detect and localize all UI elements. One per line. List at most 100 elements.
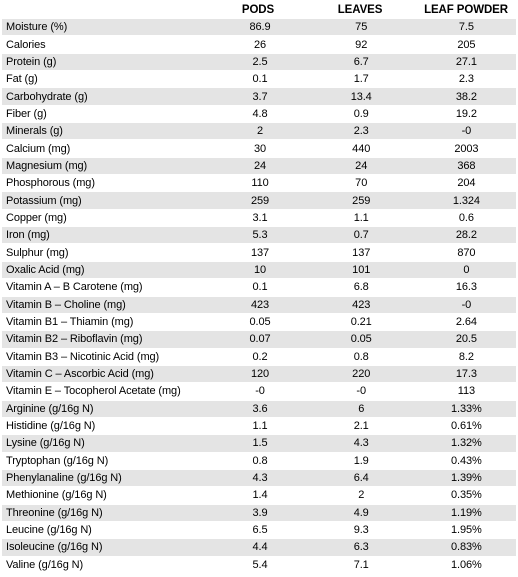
cell-leaves: 423 [352, 298, 371, 311]
cell-leaf-powder: 20.5 [455, 333, 477, 346]
cell-pods: 1.1 [252, 420, 268, 433]
table-row: Vitamin B – Choline (mg) 423 423 -0 [2, 296, 516, 314]
cell-nutrient: Sulphur (mg) [6, 246, 69, 259]
cell-pods: 0.07 [249, 333, 271, 346]
cell-leaf-powder: 368 [457, 159, 476, 172]
cell-leaves: 6.8 [353, 281, 369, 294]
cell-leaf-powder: -0 [461, 298, 472, 311]
cell-pods: 1.4 [252, 489, 268, 502]
table-row: Vitamin A – B Carotene (mg) 0.1 6.8 16.3 [2, 279, 516, 297]
cell-pods: 259 [250, 194, 270, 207]
table-row: Calories 26 92 205 [2, 36, 516, 54]
cell-nutrient: Vitamin B1 – Thiamin (mg) [6, 316, 134, 329]
table-row: Carbohydrate (g) 3.7 13.4 38.2 [2, 88, 516, 106]
table-row: Vitamin B3 – Nicotinic Acid (mg) 0.2 0.8 8.… [2, 349, 516, 366]
cell-leaf-powder: 0.43% [451, 454, 482, 467]
cell-leaves: 259 [352, 194, 371, 207]
table-row: Vitamin B1 – Thiamin (mg) 0.05 0.21 2.64 [2, 314, 516, 332]
cell-leaf-powder: 0 [463, 263, 470, 276]
header-leaf-powder: LEAF POWDER [424, 3, 508, 16]
cell-pods: 110 [251, 177, 269, 190]
cell-nutrient: Leucine (g/16g N) [6, 524, 92, 537]
cell-nutrient: Phenylanaline (g/16g N) [6, 472, 122, 485]
cell-pods: 1.5 [252, 437, 268, 450]
cell-leaf-powder: 1.324 [452, 194, 480, 207]
cell-pods: 24 [253, 159, 267, 172]
cell-leaves: 0.8 [353, 350, 369, 363]
cell-pods: 4.8 [252, 107, 268, 120]
cell-leaves: 2.3 [353, 125, 369, 138]
cell-pods: 5.4 [252, 558, 268, 571]
cell-leaf-powder: 27.1 [455, 55, 477, 68]
cell-leaves: 6.7 [353, 55, 369, 68]
cell-leaves: 4.3 [353, 437, 369, 450]
cell-pods: -0 [255, 385, 265, 398]
cell-pods: 0.2 [252, 350, 268, 363]
cell-leaves: 137 [352, 246, 371, 259]
cell-nutrient: Arginine (g/16g N) [6, 402, 94, 415]
cell-pods: 2 [256, 125, 264, 138]
cell-leaf-powder: 16.3 [455, 281, 477, 294]
cell-pods: 5.3 [252, 229, 268, 242]
cell-leaf-powder: 2.64 [455, 316, 477, 329]
cell-leaves: 0.21 [350, 316, 372, 329]
cell-leaves: 1.9 [353, 454, 369, 467]
cell-pods: 3.9 [252, 506, 268, 519]
table-row: Phosphorous (mg) 110 70 204 [2, 175, 516, 193]
table-row: Threonine (g/16g N) 3.9 4.9 1.19% [2, 504, 516, 522]
cell-nutrient: Lysine (g/16g N) [6, 437, 85, 450]
cell-nutrient: Vitamin B2 – Riboflavin (mg) [6, 333, 143, 346]
cell-nutrient: Vitamin E – Tocopherol Acetate (mg) [6, 385, 181, 398]
cell-leaves: 9.3 [353, 524, 369, 537]
table-row: Magnesium (mg) 24 24 368 [2, 157, 516, 176]
cell-pods: 120 [250, 368, 270, 381]
cell-leaves: 6.4 [353, 472, 369, 485]
cell-nutrient: Magnesium (mg) [6, 159, 88, 172]
cell-nutrient: Vitamin B – Choline (mg) [6, 298, 126, 311]
cell-nutrient: Threonine (g/16g N) [6, 506, 103, 519]
cell-leaves: 2.1 [353, 420, 369, 433]
cell-nutrient: Methionine (g/16g N) [6, 489, 107, 502]
cell-leaf-powder: 204 [457, 177, 476, 190]
cell-nutrient: Phosphorous (mg) [6, 177, 95, 190]
cell-pods: 6.5 [252, 524, 268, 537]
table-row: Arginine (g/16g N) 3.6 6 1.33% [2, 400, 516, 418]
cell-leaves: 13.4 [350, 90, 372, 103]
table-row: Lysine (g/16g N) 1.5 4.3 1.32% [2, 435, 516, 453]
cell-leaf-powder: 0.35% [451, 489, 482, 502]
cell-pods: 3.6 [252, 402, 268, 415]
cell-nutrient: Minerals (g) [6, 125, 63, 138]
cell-leaf-powder: 0.6 [458, 211, 474, 224]
table-row: Protein (g) 2.5 6.7 27.1 [2, 53, 516, 72]
cell-nutrient: Calcium (mg) [6, 142, 71, 155]
cell-leaf-powder: 113 [457, 385, 475, 398]
table-row: Valine (g/16g N) 5.4 7.1 1.06% [2, 557, 516, 574]
table-row: Oxalic Acid (mg) 10 101 0 [2, 261, 516, 280]
cell-nutrient: Fiber (g) [6, 107, 47, 120]
table-row: Copper (mg) 3.1 1.1 0.6 [2, 210, 516, 228]
cell-leaf-powder: 19.2 [455, 107, 477, 120]
cell-nutrient: Histidine (g/16g N) [6, 420, 96, 433]
cell-leaf-powder: 205 [457, 38, 476, 51]
table-row: Phenylanaline (g/16g N) 4.3 6.4 1.39% [2, 469, 516, 488]
cell-leaves: 101 [352, 263, 371, 276]
cell-pods: 10 [253, 263, 267, 276]
cell-pods: 3.7 [252, 90, 268, 103]
cell-leaves: 24 [355, 159, 368, 172]
cell-leaves: 2 [358, 489, 365, 502]
cell-nutrient: Protein (g) [6, 55, 57, 68]
cell-leaf-powder: 0.61% [451, 420, 482, 433]
table-row: Vitamin C – Ascorbic Acid (mg) 120 220 17.3 [2, 365, 516, 384]
cell-pods: 2.5 [252, 55, 268, 68]
cell-nutrient: Vitamin A – B Carotene (mg) [6, 281, 143, 294]
table-row: Calcium (mg) 30 440 2003 [2, 140, 516, 158]
cell-leaves: 6 [358, 402, 365, 415]
cell-leaf-powder: 1.33% [451, 402, 482, 415]
cell-pods: 137 [250, 246, 270, 259]
cell-leaves: 440 [352, 142, 371, 155]
cell-pods: 30 [253, 142, 267, 155]
cell-leaf-powder: 2.3 [458, 73, 474, 86]
cell-leaves: 4.9 [353, 506, 369, 519]
cell-nutrient: Copper (mg) [6, 211, 67, 224]
cell-leaves: -0 [356, 385, 366, 398]
